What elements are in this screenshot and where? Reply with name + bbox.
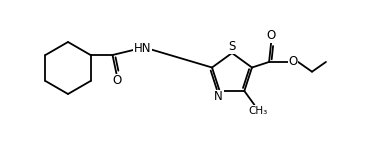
Text: N: N [214, 90, 223, 103]
Text: S: S [228, 41, 236, 54]
Text: CH₃: CH₃ [248, 106, 267, 116]
Text: HN: HN [134, 41, 151, 54]
Text: O: O [112, 75, 121, 88]
Text: O: O [267, 29, 276, 42]
Text: O: O [289, 55, 298, 68]
